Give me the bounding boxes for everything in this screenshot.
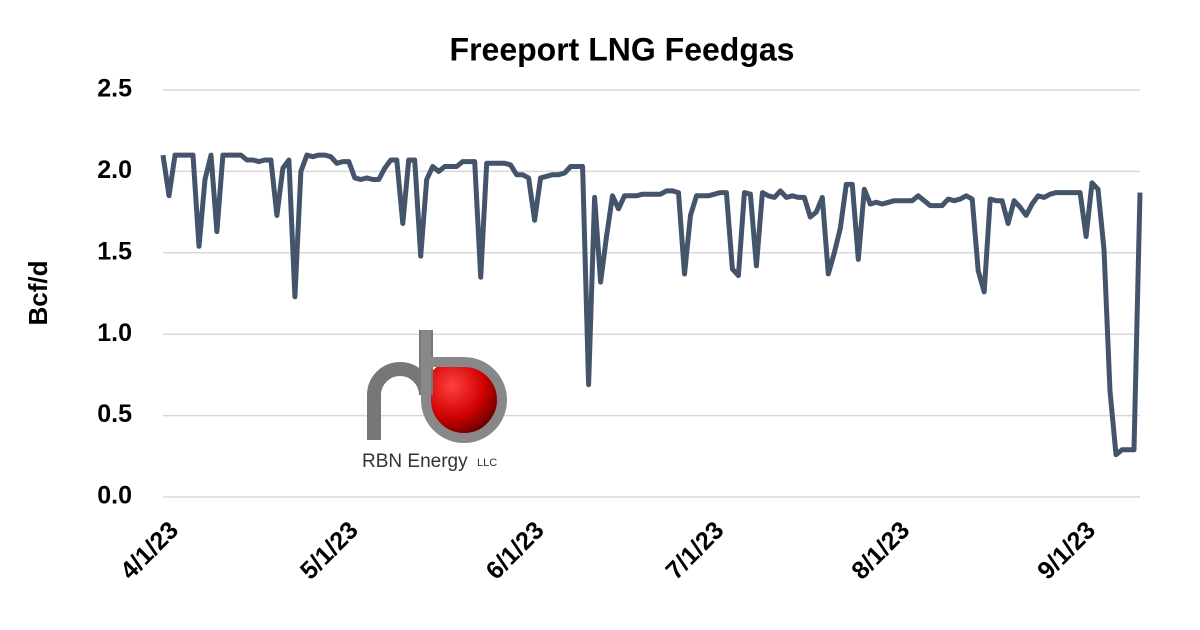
logo-pipe — [367, 330, 433, 440]
logo-suffix: LLC — [477, 457, 497, 469]
y-tick-label: 1.5 — [97, 237, 132, 265]
x-tick-label: 9/1/23 — [1032, 516, 1101, 585]
y-tick-label: 0.5 — [97, 400, 132, 428]
logo: RBN Energy LLC — [362, 330, 507, 472]
x-tick-label: 4/1/23 — [115, 516, 184, 585]
x-tick-label: 7/1/23 — [660, 516, 729, 585]
y-tick-label: 0.0 — [97, 482, 132, 510]
y-axis-label: Bcf/d — [23, 261, 53, 326]
chart-title: Freeport LNG Feedgas — [450, 31, 795, 67]
y-tick-label: 2.5 — [97, 75, 132, 103]
logo-pipe — [421, 330, 507, 443]
logo-ball — [422, 359, 498, 435]
data-line — [160, 152, 1143, 458]
y-tick-label: 2.0 — [97, 156, 132, 184]
x-tick-label: 8/1/23 — [846, 516, 915, 585]
logo-text: RBN Energy — [362, 451, 468, 472]
y-tick-label: 1.0 — [97, 319, 132, 347]
x-tick-label: 5/1/23 — [295, 516, 364, 585]
x-tick-label: 6/1/23 — [481, 516, 550, 585]
